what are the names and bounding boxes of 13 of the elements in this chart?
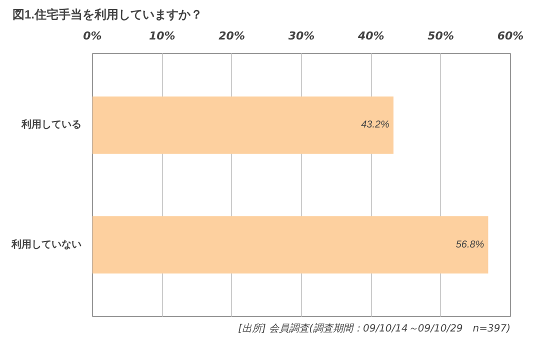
- x-tick-label: 30%: [288, 30, 315, 42]
- chart-title: 図1.住宅手当を利用していますか？: [12, 8, 203, 22]
- x-tick-label: 20%: [218, 30, 246, 42]
- x-tick-label: 60%: [497, 30, 524, 42]
- y-tick-label: 利用していない: [10, 238, 82, 250]
- x-tick-label: 10%: [149, 30, 176, 42]
- x-tick-label: 40%: [357, 30, 384, 42]
- text: [出所] 会員調査(調査期間：09/10/14～09/10/29 n=397): [238, 322, 511, 334]
- y-tick-label: 利用している: [20, 118, 82, 131]
- data-label: 43.2%: [361, 120, 390, 131]
- data-label: 56.8%: [456, 239, 484, 250]
- x-tick-label: 50%: [428, 30, 454, 42]
- x-tick-label: 0%: [83, 30, 102, 42]
